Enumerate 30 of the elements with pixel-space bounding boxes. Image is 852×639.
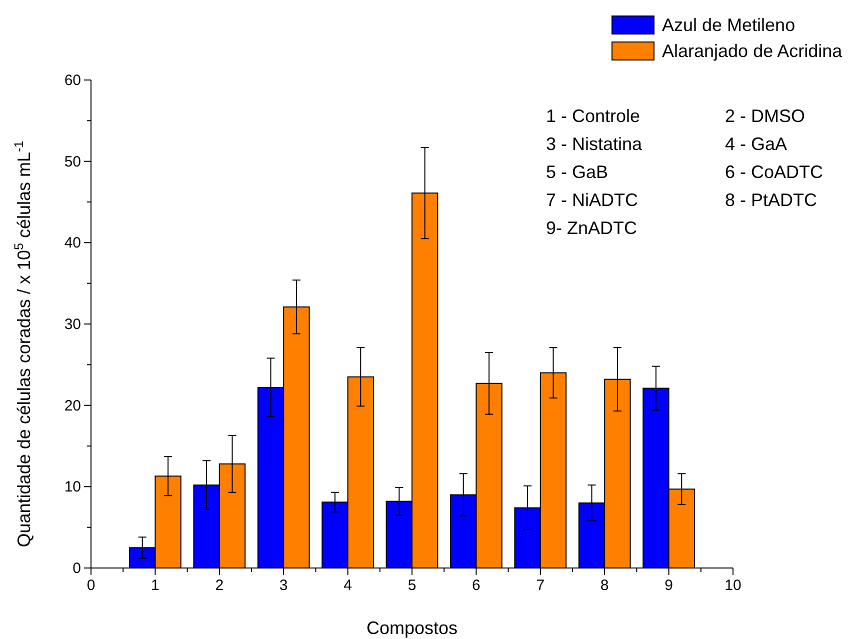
- legend-label: Azul de Metileno: [662, 15, 796, 35]
- x-tick-label: 6: [472, 577, 480, 594]
- annotation: 9- ZnADTC: [546, 218, 638, 238]
- y-tick-label: 50: [64, 153, 81, 170]
- annotation: 3 - Nistatina: [546, 134, 644, 154]
- legend-label: Alaranjado de Acridina: [662, 41, 844, 61]
- x-tick-label: 7: [536, 577, 545, 594]
- annotation: 2 - DMSO: [725, 106, 806, 126]
- x-tick-label: 0: [86, 577, 96, 594]
- x-tick-label: 2: [215, 577, 224, 594]
- x-axis-title: Compostos: [366, 618, 458, 638]
- y-tick-label: 40: [64, 234, 81, 252]
- x-tick-label: 5: [408, 577, 416, 594]
- x-tick-label: 10: [724, 577, 742, 594]
- x-tick-label: 3: [279, 577, 288, 594]
- x-tick-label: 9: [664, 577, 673, 594]
- annotation: 4 - GaA: [725, 134, 788, 154]
- annotation: 7 - NiADTC: [546, 190, 638, 210]
- annotation: 8 - PtADTC: [725, 190, 818, 210]
- y-tick-label: 30: [64, 316, 81, 333]
- y-tick-label: 0: [72, 560, 81, 577]
- annotation: 5 - GaB: [546, 162, 608, 182]
- x-tick-label: 8: [600, 577, 609, 594]
- annotation: 6 - CoADTC: [725, 162, 824, 182]
- annotation: 1 - Controle: [546, 106, 640, 126]
- y-tick-label: 60: [64, 72, 81, 89]
- x-tick-label: 4: [344, 577, 352, 594]
- x-tick-label: 1: [151, 577, 160, 594]
- y-tick-label: 10: [64, 478, 81, 496]
- y-tick-label: 20: [64, 397, 81, 414]
